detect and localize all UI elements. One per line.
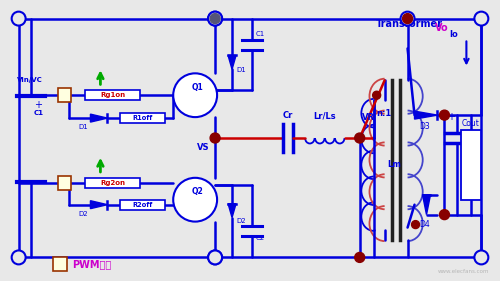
Polygon shape [90, 114, 108, 122]
Text: Q1: Q1 [192, 83, 203, 92]
Circle shape [208, 12, 222, 26]
Text: Lr/Ls: Lr/Ls [314, 111, 336, 120]
Circle shape [474, 250, 488, 264]
Text: D3: D3 [420, 122, 430, 131]
Text: +: + [34, 100, 42, 110]
Circle shape [210, 133, 220, 143]
Circle shape [400, 12, 414, 26]
Circle shape [372, 91, 380, 99]
Bar [120, 113, 165, 123]
Text: www.elecfans.com: www.elecfans.com [438, 269, 490, 274]
Circle shape [412, 221, 420, 228]
Bar [86, 178, 140, 188]
Polygon shape [228, 204, 236, 217]
Text: Rg2on: Rg2on [100, 180, 126, 186]
Text: C1: C1 [34, 110, 43, 116]
Text: Vin/VC: Vin/VC [16, 77, 42, 83]
Circle shape [402, 14, 412, 24]
Text: VR: VR [362, 113, 374, 122]
Polygon shape [422, 195, 430, 215]
Text: VS: VS [197, 143, 209, 152]
Circle shape [12, 250, 26, 264]
Circle shape [354, 252, 364, 262]
Bar [120, 200, 165, 210]
Circle shape [474, 12, 488, 26]
Bar [52, 257, 66, 271]
Text: Cout: Cout [462, 119, 479, 128]
Text: Rg1on: Rg1on [100, 92, 126, 98]
Circle shape [210, 14, 220, 24]
Text: R1off: R1off [132, 115, 153, 121]
Bar [58, 88, 71, 102]
Text: C1: C1 [256, 31, 265, 37]
Circle shape [208, 250, 222, 264]
Text: RL: RL [466, 160, 477, 169]
Polygon shape [228, 55, 236, 69]
Circle shape [440, 210, 450, 220]
Text: Io: Io [450, 30, 458, 38]
Bar [462, 130, 481, 200]
Bar [58, 176, 71, 190]
Circle shape [440, 110, 450, 120]
Text: D1: D1 [236, 67, 246, 73]
Text: C2: C2 [256, 235, 265, 241]
Text: PWM驱动: PWM驱动 [72, 259, 112, 269]
Text: D1: D1 [78, 124, 88, 130]
Bar [86, 90, 140, 100]
Polygon shape [414, 111, 438, 119]
Circle shape [173, 178, 217, 222]
Circle shape [208, 250, 222, 264]
Circle shape [12, 12, 26, 26]
Text: n:1: n:1 [376, 109, 392, 118]
Circle shape [173, 73, 217, 117]
Text: Q2: Q2 [192, 187, 203, 196]
Text: Lm: Lm [388, 160, 402, 169]
Circle shape [354, 133, 364, 143]
Text: Transformer: Transformer [376, 19, 443, 29]
Text: D2: D2 [78, 211, 88, 217]
Polygon shape [90, 201, 108, 209]
Text: D4: D4 [420, 219, 430, 228]
Text: D2: D2 [236, 217, 246, 224]
Text: Vo: Vo [434, 22, 448, 33]
Text: Cr: Cr [282, 111, 293, 120]
Text: R2off: R2off [132, 202, 153, 208]
Text: +: + [448, 112, 456, 122]
Circle shape [208, 12, 222, 26]
